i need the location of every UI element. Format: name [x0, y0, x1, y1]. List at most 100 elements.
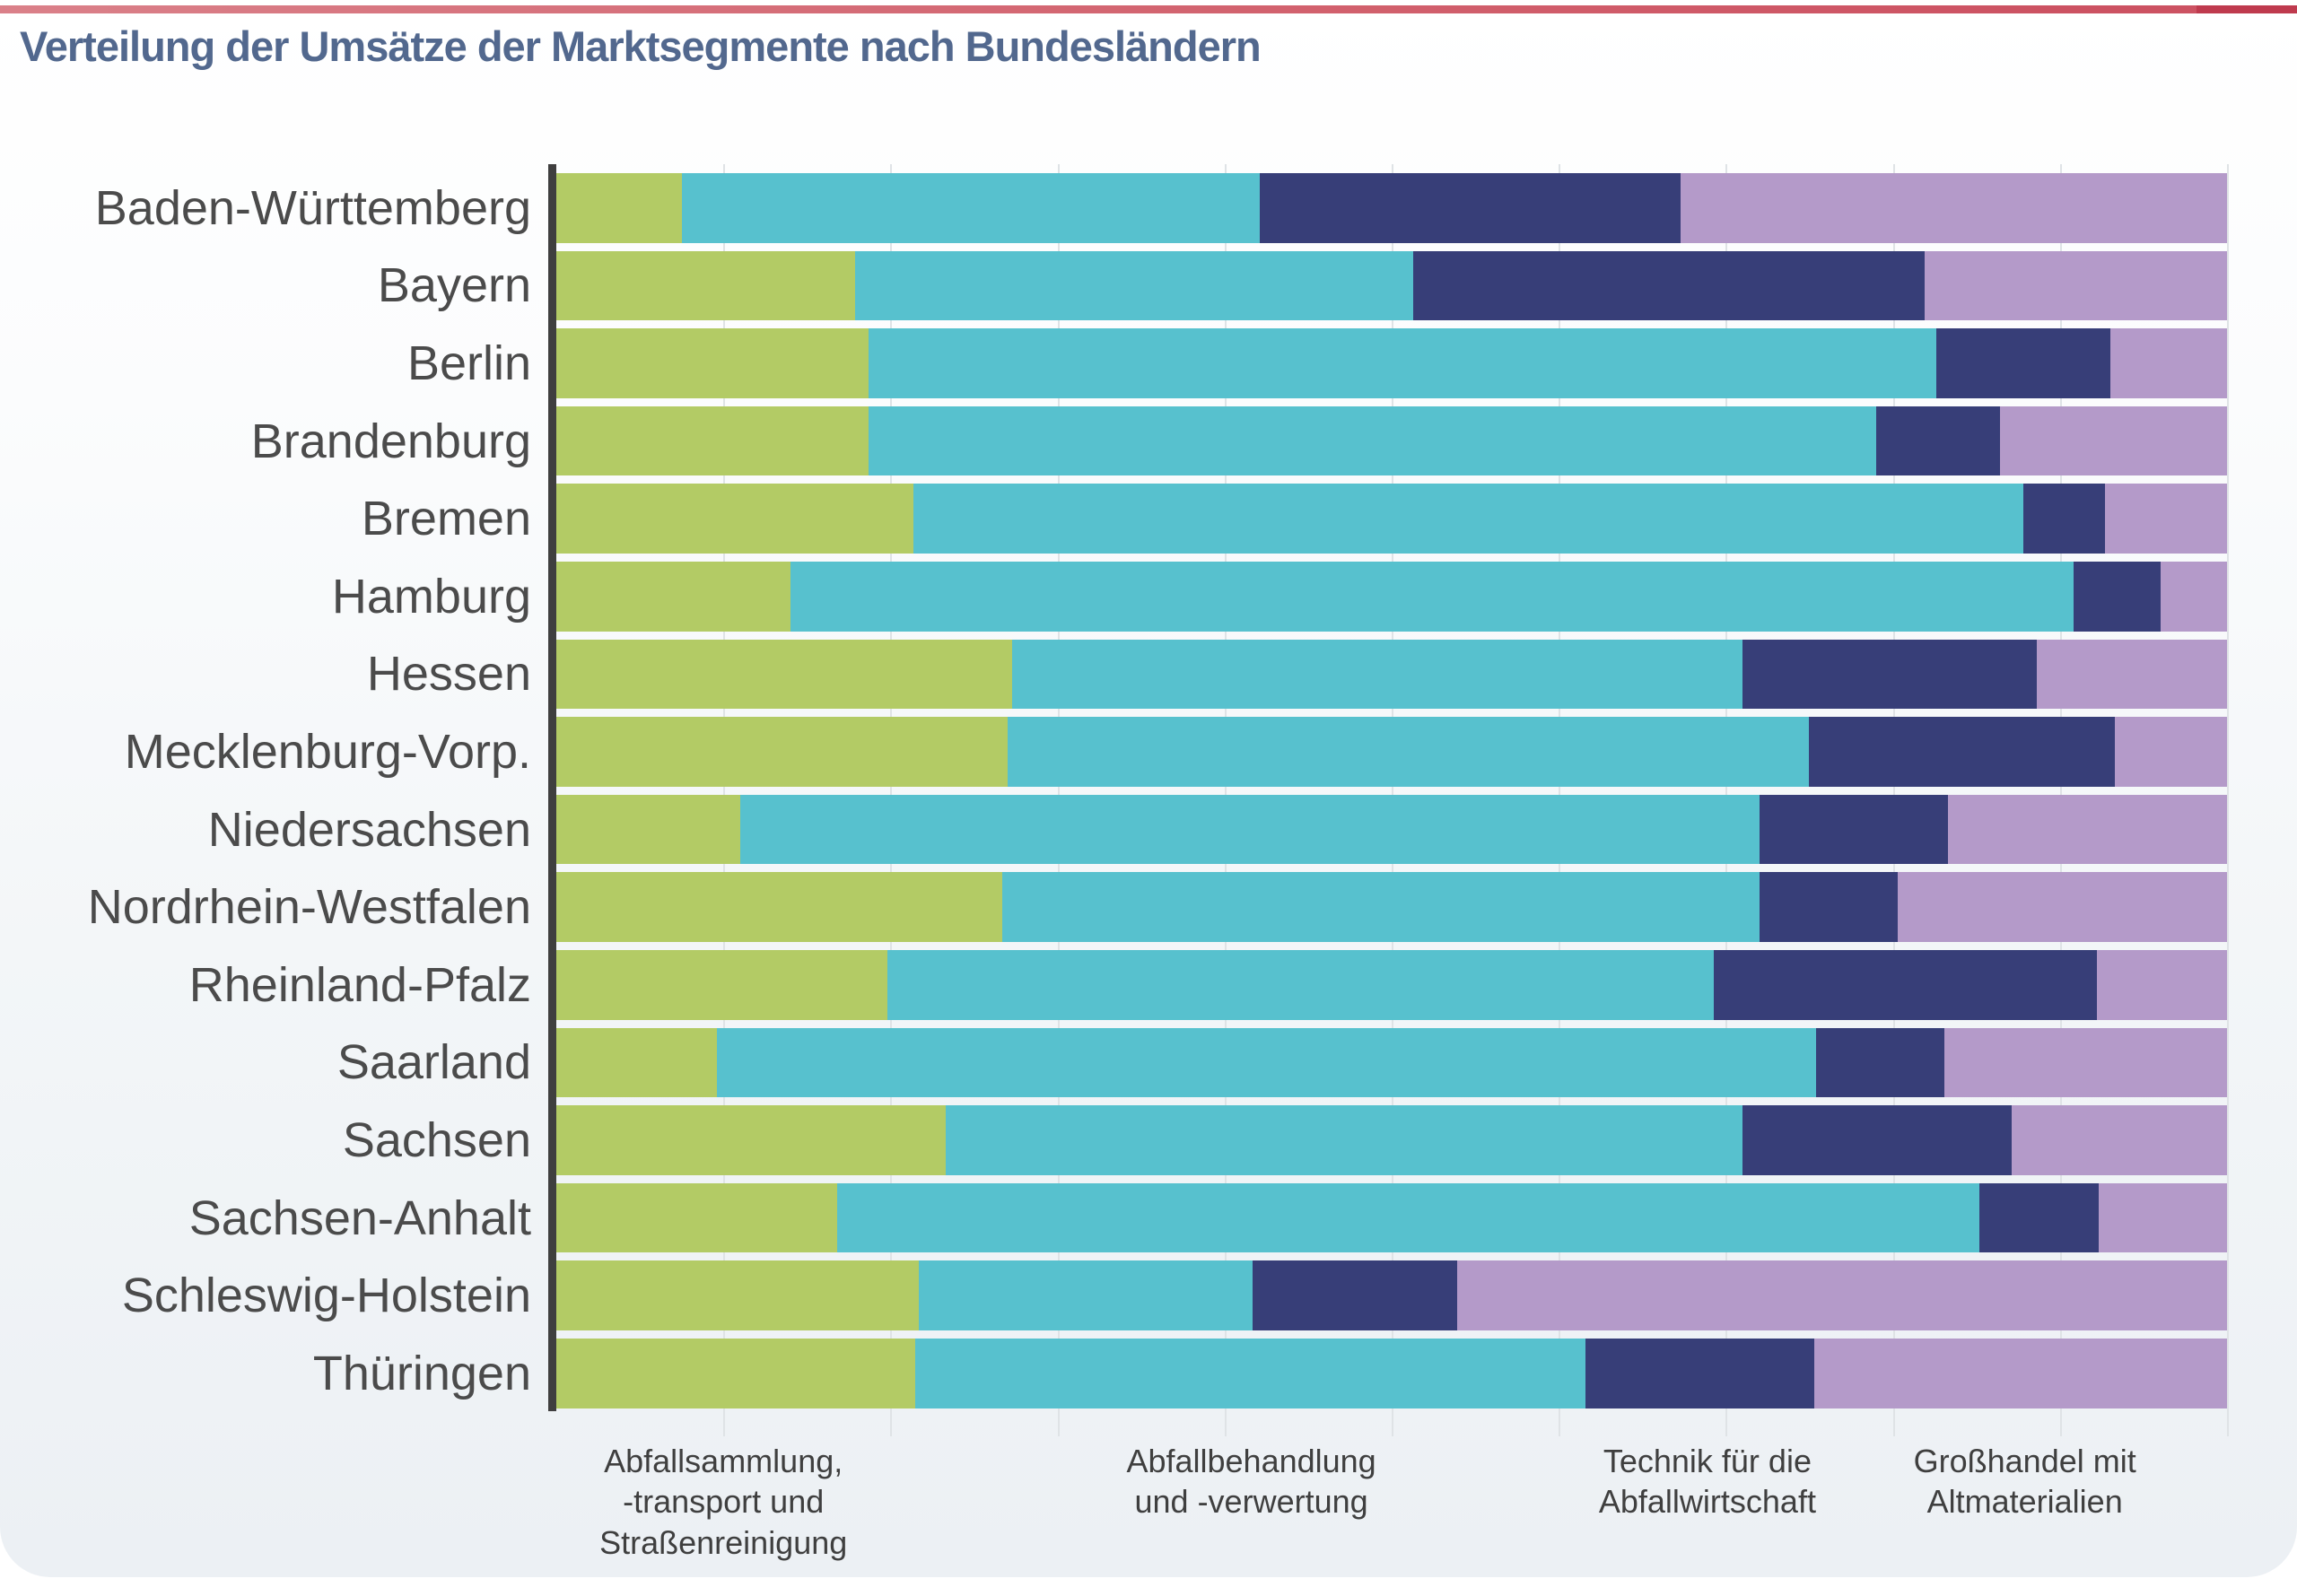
- bar-segment-series-1: [556, 562, 790, 632]
- state-label: Baden-Württemberg: [94, 180, 531, 235]
- bar-row: Baden-Württemberg: [0, 173, 2297, 243]
- bar-segment-series-4: [2105, 484, 2227, 554]
- bar-row: Mecklenburg-Vorp.: [0, 717, 2297, 787]
- state-label: Thüringen: [312, 1346, 531, 1400]
- state-label: Brandenburg: [250, 414, 531, 468]
- bar-segments: [556, 484, 2227, 554]
- bar-segment-series-2: [945, 1105, 1743, 1175]
- bar-row: Schleswig-Holstein: [0, 1260, 2297, 1330]
- x-axis-label: Abfallbehandlung und -verwertung: [1126, 1443, 1376, 1521]
- bar-segment-series-4: [1944, 1027, 2227, 1098]
- bar-segment-series-4: [2096, 950, 2227, 1020]
- bar-segment-series-1: [556, 1105, 946, 1175]
- bar-segment-series-3: [1585, 1339, 1815, 1408]
- bar-segments: [556, 639, 2227, 710]
- state-label: Saarland: [336, 1035, 531, 1090]
- x-axis-label: Großhandel mit Altmaterialien: [1913, 1443, 2136, 1521]
- bar-segment-series-1: [556, 872, 1003, 942]
- bar-segment-series-1: [556, 639, 1013, 710]
- bar-row: Bremen: [0, 484, 2297, 554]
- bar-segments: [556, 794, 2227, 865]
- bar-segment-series-2: [1012, 639, 1742, 710]
- bar-segment-series-1: [556, 406, 869, 476]
- bar-segment-series-3: [1759, 872, 1899, 942]
- x-axis-label: Technik für die Abfallwirtschaft: [1598, 1443, 1816, 1521]
- bar-segments: [556, 950, 2227, 1020]
- bar-segment-series-2: [1002, 872, 1760, 942]
- bar-segment-series-2: [869, 328, 1936, 398]
- y-axis-line: [548, 164, 556, 1411]
- bar-segment-series-4: [1814, 1339, 2227, 1408]
- gridline: [2227, 164, 2229, 1436]
- bar-segment-series-2: [681, 173, 1260, 243]
- bar-row: Brandenburg: [0, 406, 2297, 476]
- bar-segment-series-3: [1253, 1260, 1457, 1330]
- state-label: Bremen: [361, 492, 531, 546]
- bar-row: Sachsen: [0, 1105, 2297, 1175]
- bar-segments: [556, 1182, 2227, 1253]
- top-accent-line-end: [2197, 5, 2297, 13]
- state-label: Sachsen: [342, 1112, 531, 1167]
- bar-row: Thüringen: [0, 1339, 2297, 1408]
- bar-segment-series-2: [855, 250, 1414, 321]
- bar-segment-series-3: [1742, 639, 2037, 710]
- bar-row: Sachsen-Anhalt: [0, 1182, 2297, 1253]
- state-label: Sachsen-Anhalt: [188, 1190, 531, 1245]
- bar-segment-series-1: [556, 1027, 717, 1098]
- bar-row: Niedersachsen: [0, 794, 2297, 865]
- bar-segment-series-2: [913, 484, 2023, 554]
- bar-segment-series-1: [556, 1182, 837, 1253]
- bar-segment-series-2: [790, 562, 2074, 632]
- bar-segments: [556, 406, 2227, 476]
- bar-row: Nordrhein-Westfalen: [0, 872, 2297, 942]
- bar-segment-series-2: [869, 406, 1876, 476]
- bar-segment-series-3: [1875, 406, 2000, 476]
- bar-segment-series-4: [2098, 1182, 2227, 1253]
- state-label: Mecklenburg-Vorp.: [124, 724, 531, 779]
- bar-segments: [556, 173, 2227, 243]
- bar-segment-series-3: [1742, 1105, 2012, 1175]
- bar-segment-series-4: [1999, 406, 2227, 476]
- bar-segment-series-2: [915, 1339, 1585, 1408]
- bar-segment-series-4: [2011, 1105, 2227, 1175]
- bar-segment-series-2: [886, 950, 1715, 1020]
- bar-segment-series-1: [556, 484, 914, 554]
- state-label: Bayern: [377, 258, 531, 313]
- bar-segment-series-3: [1815, 1027, 1945, 1098]
- bar-row: Saarland: [0, 1027, 2297, 1098]
- bar-row: Rheinland-Pfalz: [0, 950, 2297, 1020]
- bar-segment-series-3: [2073, 562, 2161, 632]
- bar-segment-series-1: [556, 1339, 916, 1408]
- bar-segment-series-1: [556, 1260, 920, 1330]
- bar-segment-series-3: [1936, 328, 2110, 398]
- bar-segments: [556, 250, 2227, 321]
- state-label: Hamburg: [331, 569, 531, 624]
- top-accent-line: [0, 5, 2297, 13]
- bar-segment-series-3: [1413, 250, 1925, 321]
- state-label: Niedersachsen: [207, 802, 531, 857]
- bar-segments: [556, 717, 2227, 787]
- bar-segment-series-4: [1948, 794, 2227, 865]
- bar-segment-series-1: [556, 717, 1008, 787]
- bar-segment-series-3: [1759, 794, 1949, 865]
- bar-segment-series-3: [1259, 173, 1681, 243]
- bar-segment-series-3: [2022, 484, 2106, 554]
- bar-segment-series-4: [2036, 639, 2227, 710]
- bar-segment-series-2: [1007, 717, 1810, 787]
- page-title: Verteilung der Umsätze der Marktsegmente…: [20, 22, 1262, 70]
- bar-segment-series-4: [2115, 717, 2227, 787]
- bar-segment-series-1: [556, 328, 869, 398]
- bar-segments: [556, 328, 2227, 398]
- bar-row: Bayern: [0, 250, 2297, 321]
- bar-segment-series-1: [556, 173, 682, 243]
- bar-segments: [556, 1027, 2227, 1098]
- bar-row: Berlin: [0, 328, 2297, 398]
- bar-segment-series-4: [2109, 328, 2227, 398]
- bar-segment-series-4: [1681, 173, 2227, 243]
- state-label: Hessen: [366, 647, 531, 702]
- bar-segment-series-4: [1924, 250, 2227, 321]
- bar-segment-series-2: [836, 1182, 1980, 1253]
- x-axis-label: Abfallsammlung, -transport und Straßenre…: [599, 1443, 848, 1561]
